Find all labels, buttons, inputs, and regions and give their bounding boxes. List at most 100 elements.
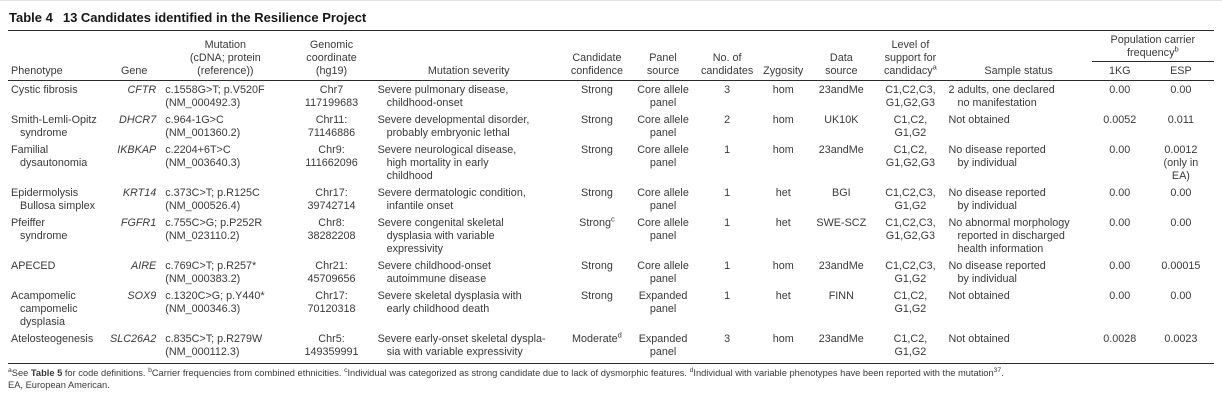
cell-confidence: Strong bbox=[563, 288, 631, 331]
cell-text: hom bbox=[772, 84, 794, 96]
cell-sample-status: No disease reported by individual bbox=[945, 185, 1091, 215]
cell-gene: AIRE bbox=[106, 258, 162, 288]
cell-text: hom bbox=[772, 114, 794, 126]
cell-text: Expanded panel bbox=[638, 290, 688, 315]
cell-support: C1,C2,C3, G1,G2,G3 bbox=[875, 215, 945, 258]
col-header-level-of-support: Level of support for candidacya bbox=[875, 31, 946, 81]
cell-data-source: SWE-SCZ bbox=[807, 215, 875, 258]
cell-text: c.964-1G>C (NM_001360.2) bbox=[165, 114, 241, 139]
cell-text: Strong bbox=[579, 217, 611, 229]
cell-text: SLC26A2 bbox=[110, 333, 157, 345]
cell-support: C1,C2, G1,G2 bbox=[875, 288, 945, 331]
cell-text: 0.00 bbox=[1109, 260, 1131, 272]
cell-severity: Severe early-onset skeletal dyspla- sia … bbox=[374, 331, 563, 364]
cell-candidates: 1 bbox=[695, 288, 759, 331]
cell-panel: Core allele panel bbox=[631, 185, 695, 215]
cell-text: 23andMe bbox=[818, 84, 864, 96]
cell-text: DHCR7 bbox=[119, 114, 157, 126]
cell-text: No disease reported by individual bbox=[948, 187, 1046, 212]
cell-text: Strong bbox=[581, 144, 613, 156]
cell-gene: DHCR7 bbox=[106, 112, 162, 142]
cell-text: 0.011 bbox=[1167, 114, 1194, 126]
cell-text: 0.00 bbox=[1109, 84, 1131, 96]
cell-text: C1,C2, G1,G2 bbox=[893, 290, 928, 315]
cell-text: c.2204+6T>C (NM_003640.3) bbox=[165, 144, 241, 169]
footnote-text: See bbox=[11, 368, 31, 378]
cell-coordinate: Chr8: 38282208 bbox=[288, 215, 374, 258]
cell-mutation: c.373C>T; p.R125C (NM_000526.4) bbox=[162, 185, 288, 215]
cell-sample-status: 2 adults, one declared no manifestation bbox=[945, 81, 1091, 113]
cell-phenotype: Acampomelic campomelic dysplasia bbox=[8, 288, 106, 331]
cell-confidence: Strong bbox=[563, 185, 631, 215]
footnote-marker-37: 37 bbox=[993, 366, 1002, 374]
footnote-marker-b: b bbox=[148, 366, 152, 374]
cell-severity: Severe developmental disorder, probably … bbox=[375, 112, 563, 142]
table-row: Familial dysautonomia IKBKAP c.2204+6T>C (… bbox=[8, 142, 1214, 185]
cell-phenotype: Cystic fibrosis bbox=[8, 81, 106, 113]
table-row: Smith-Lemli-Opitz syndrome DHCR7 c.964-1G>… bbox=[8, 112, 1214, 142]
cell-text: hom bbox=[772, 260, 794, 272]
cell-mutation: c.2204+6T>C (NM_003640.3) bbox=[162, 142, 288, 185]
footnote-text: Carrier frequencies from combined ethnic… bbox=[151, 368, 345, 378]
cell-kg: 0.00 bbox=[1092, 142, 1148, 185]
table-row: APECED AIRE c.769C>T; p.R257* (NM_000383.2… bbox=[8, 258, 1214, 288]
cell-text: 0.0052 bbox=[1103, 114, 1137, 126]
cell-mutation: c.1320C>G; p.Y440* (NM_000346.3) bbox=[162, 288, 288, 331]
cell-text: Strong bbox=[581, 114, 613, 126]
cell-text: Chr7 117199683 bbox=[304, 84, 359, 109]
cell-text: FGFR1 bbox=[120, 217, 157, 229]
cell-gene: SOX9 bbox=[106, 288, 162, 331]
cell-zygosity: hom bbox=[759, 331, 808, 364]
cell-candidates: 1 bbox=[695, 142, 759, 185]
cell-coordinate: Chr21: 45709656 bbox=[288, 258, 374, 288]
cell-gene: IKBKAP bbox=[106, 142, 162, 185]
cell-coordinate: Chr17: 70120318 bbox=[288, 288, 374, 331]
cell-text: c.755C>G; p.P252R (NM_023110.2) bbox=[165, 217, 263, 242]
cell-text: No disease reported by individual bbox=[948, 144, 1046, 169]
cell-text: 1 bbox=[724, 290, 731, 302]
cell-text: Core allele panel bbox=[637, 260, 689, 285]
table-row: Cystic fibrosis CFTR c.1558G>T; p.V520F (N… bbox=[8, 81, 1214, 113]
footnotes: aSee Table 5 for code definitions. bCarr… bbox=[8, 364, 1214, 391]
cell-esp: 0.0023 bbox=[1147, 331, 1214, 364]
cell-data-source: BGI bbox=[807, 185, 875, 215]
cell-text: Smith-Lemli-Opitz syndrome bbox=[11, 114, 97, 139]
cell-text: Chr17: 39742714 bbox=[307, 187, 356, 212]
cell-phenotype: APECED bbox=[8, 258, 106, 288]
cell-text: C1,C2,C3, G1,G2,G3 bbox=[885, 217, 936, 242]
cell-text: C1,C2,C3, G1,G2 bbox=[885, 187, 936, 212]
table-row: Atelosteogenesis SLC26A2 c.835C>T; p.R279W… bbox=[8, 331, 1214, 364]
cell-panel: Expanded panel bbox=[631, 288, 695, 331]
cell-kg: 0.0028 bbox=[1091, 331, 1148, 364]
cell-text: Severe developmental disorder, probably … bbox=[377, 114, 530, 139]
cell-text: UK10K bbox=[824, 114, 859, 126]
cell-text: 0.00 bbox=[1170, 84, 1192, 96]
cell-severity: Severe pulmonary disease, childhood-onse… bbox=[375, 81, 563, 113]
cell-zygosity: hom bbox=[759, 142, 807, 185]
cell-text: Not obtained bbox=[948, 333, 1010, 345]
cell-text: C1,C2,C3, G1,G2 bbox=[885, 260, 936, 285]
cell-esp: 0.00 bbox=[1148, 185, 1214, 215]
table-label: Table 4 bbox=[9, 10, 53, 25]
cell-kg: 0.00 bbox=[1092, 258, 1148, 288]
cell-text: AIRE bbox=[131, 260, 157, 272]
cell-panel: Core allele panel bbox=[631, 142, 695, 185]
cell-mutation: c.964-1G>C (NM_001360.2) bbox=[162, 112, 288, 142]
cell-zygosity: het bbox=[759, 215, 807, 258]
cell-sample-status: No disease reported by individual bbox=[945, 258, 1091, 288]
table-body: Cystic fibrosis CFTR c.1558G>T; p.V520F (N… bbox=[8, 81, 1214, 364]
cell-text: FINN bbox=[828, 290, 854, 302]
cell-esp: 0.00 bbox=[1148, 215, 1214, 258]
cell-text: Strong bbox=[581, 84, 613, 96]
candidates-table: Phenotype Gene Mutation (cDNA; protein (… bbox=[8, 31, 1214, 364]
cell-sample-status: No abnormal morphology reported in disch… bbox=[945, 215, 1091, 258]
cell-text: Atelosteogenesis bbox=[11, 333, 94, 345]
cell-text: Severe dermatologic condition, infantile… bbox=[377, 187, 526, 212]
cell-kg: 0.00 bbox=[1092, 288, 1148, 331]
cell-mutation: c.769C>T; p.R257* (NM_000383.2) bbox=[162, 258, 288, 288]
cell-severity: Severe neurological disease, high mortal… bbox=[375, 142, 563, 185]
cell-severity: Severe skeletal dysplasia with early chi… bbox=[375, 288, 563, 331]
cell-support: C1,C2, G1,G2 bbox=[875, 112, 945, 142]
footnote-marker-b: b bbox=[1174, 44, 1179, 54]
footnote-text: for code definitions. bbox=[62, 368, 149, 378]
